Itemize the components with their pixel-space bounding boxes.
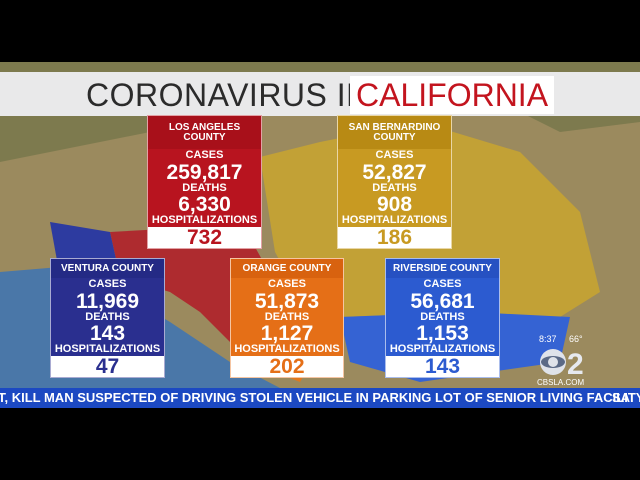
cases-label: CASES [268,277,306,290]
cases-value: 51,873 [254,289,320,313]
county-name: RIVERSIDE COUNTY [386,259,499,278]
cases-value: 11,969 [75,289,140,313]
cases-value: 52,827 [362,160,427,184]
deaths-value: 6,330 [178,192,231,216]
cases-label: CASES [423,277,462,290]
deaths-label: DEATHS [85,311,130,323]
deaths-value: 1,127 [260,321,314,345]
cases-label: CASES [375,148,414,161]
hospitalizations-value: 732 [148,227,261,248]
hospitalizations-value: 143 [386,356,499,377]
title: CORONAVIRUS IN [86,77,370,113]
hospitalizations-value: 202 [231,356,343,377]
county-name: ORANGE COUNTY [231,259,343,278]
deaths-label: DEATHS [372,182,417,194]
cases-value: 56,681 [410,289,475,313]
ticker-text: T, KILL MAN SUSPECTED OF DRIVING STOLEN … [0,390,640,405]
channel: 2 [567,348,584,381]
hospitalizations-value: 186 [338,227,451,248]
county-box: RIVERSIDE COUNTY CASES 56,681 DEATHS 1,153 HO… [385,258,500,378]
ticker-next: SA [612,390,631,405]
county-name: LOS ANGELES COUNTY [148,116,261,149]
county-box: VENTURA COUNTY CASES 11,969 DEATHS 143 HOSPIT… [50,258,165,378]
deaths-value: 143 [89,321,126,345]
county-box: SAN BERNARDINO COUNTY CASES 52,827 DEATHS 90… [337,115,452,249]
title-highlight: CALIFORNIA [350,76,555,114]
county-name: VENTURA COUNTY [51,259,164,278]
county-name: SAN BERNARDINO COUNTY [338,116,451,149]
deaths-value: 1,153 [416,321,469,345]
time: 8:37 [539,334,557,344]
deaths-label: DEATHS [420,311,465,323]
hospitalizations-label: HOSPITALIZATIONS [151,214,258,226]
deaths-value: 908 [376,192,413,216]
ticker-bar [0,388,640,408]
county-box: LOS ANGELES COUNTY CASES 259,817 DEATHS 6,33… [147,115,262,249]
hospitalizations-label: HOSPITALIZATIONS [389,343,496,355]
hospitalizations-label: HOSPITALIZATIONS [54,343,161,355]
hospitalizations-value: 47 [51,356,164,377]
cases-label: CASES [185,148,224,161]
cases-value: 259,817 [166,160,243,184]
station-logo: 8:37 66° 2 CBSLA.COM [537,334,584,387]
county-box: ORANGE COUNTY CASES 51,873 DEATHS 1,127 HOSPI… [230,258,344,378]
website: CBSLA.COM [537,378,584,387]
hospitalizations-label: HOSPITALIZATIONS [234,343,340,355]
cases-label: CASES [88,277,127,290]
hospitalizations-label: HOSPITALIZATIONS [341,214,448,226]
cbs-pupil [548,357,558,367]
temperature: 66° [569,334,583,344]
deaths-label: DEATHS [264,311,310,323]
deaths-label: DEATHS [182,182,227,194]
